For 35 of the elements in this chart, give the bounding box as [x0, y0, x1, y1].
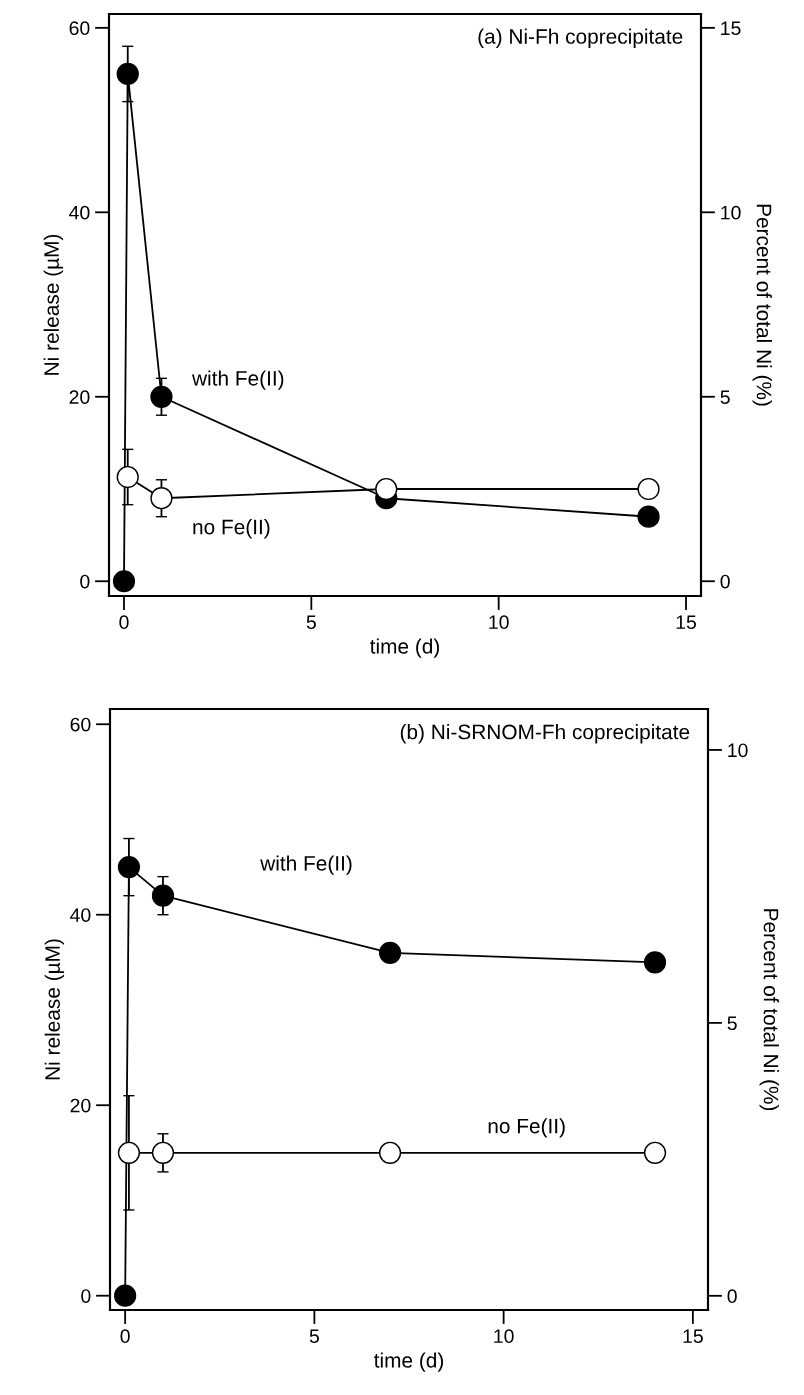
text: (b) Ni-SRNOM-Fh coprecipitate — [400, 724, 690, 744]
x-tick-label: 5 — [306, 615, 316, 630]
y2-axis-title: Percent of total Ni (%) — [759, 909, 779, 1111]
text: with Fe(II) — [260, 855, 352, 875]
x-tick-label: 0 — [119, 615, 129, 630]
y2-axis-title: Percent of total Ni (%) — [752, 204, 772, 406]
y-tick-label: 40 — [70, 908, 91, 922]
y-tick-label: 60 — [70, 717, 91, 732]
x-tick-label: 15 — [683, 1329, 703, 1344]
x-tick-label: 15 — [676, 615, 697, 630]
x-axis-title: time (d) — [370, 638, 440, 658]
y2-tick-label: 5 — [720, 390, 730, 405]
x-axis-title: time (d) — [374, 1352, 444, 1372]
y-tick-label: 20 — [69, 390, 90, 405]
text: (a) Ni-Fh coprecipitate — [478, 28, 683, 48]
y-tick-label: 60 — [69, 21, 90, 36]
y2-tick-label: 10 — [728, 743, 748, 758]
y-tick-label: 0 — [81, 1289, 91, 1303]
series-label: no Fe(II) — [193, 519, 270, 539]
series-label: with Fe(II) — [191, 370, 284, 390]
y2-tick-label: 15 — [721, 21, 741, 36]
y-tick-label: 0 — [80, 574, 90, 589]
x-tick-label: 0 — [120, 1329, 130, 1344]
y2-tick-label: 0 — [720, 574, 730, 589]
y-tick-label: 40 — [69, 205, 90, 220]
x-tick-label: 10 — [489, 615, 509, 630]
y-axis-title: Ni release (µM) — [43, 234, 64, 375]
y-axis-title: Ni release (µM) — [44, 939, 65, 1080]
x-tick-label: 5 — [309, 1329, 319, 1344]
y-tick-label: 20 — [70, 1098, 91, 1113]
x-tick-label: 10 — [494, 1329, 514, 1344]
y2-tick-label: 0 — [727, 1289, 737, 1304]
y2-tick-label: 5 — [727, 1016, 737, 1031]
y2-tick-label: 10 — [721, 205, 741, 220]
series-label: no Fe(II) — [488, 1118, 565, 1138]
